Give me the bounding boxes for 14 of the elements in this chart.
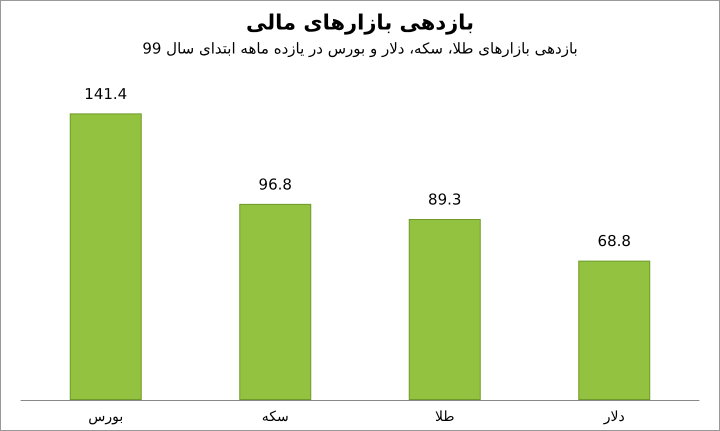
x-tick-label: بورس [88, 409, 124, 425]
chart-subtitle: بازدهی بازارهای طلا، سکه، دلار و بورس در یازده ماهه ابتدای سال 99 [142, 40, 578, 58]
x-tick-label: سکه [262, 409, 289, 425]
x-tick-label: طلا [435, 409, 454, 425]
data-label: 68.8 [598, 232, 631, 250]
bar [239, 204, 312, 400]
data-label: 89.3 [428, 190, 462, 209]
x-tick-label: دلار [602, 409, 625, 425]
bar [578, 260, 650, 400]
data-label: 96.8 [258, 175, 292, 194]
data-label: 141.4 [84, 84, 128, 103]
bar [70, 113, 142, 400]
bar [408, 219, 481, 400]
chart-title: بازدهی بازارهای مالی [246, 10, 474, 36]
